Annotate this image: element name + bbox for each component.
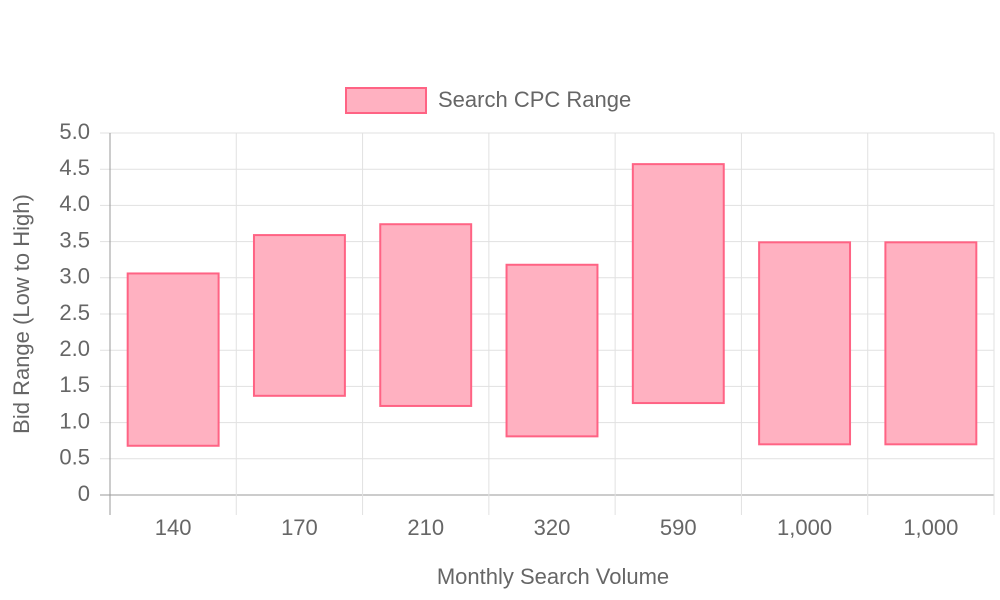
y-axis-title: Bid Range (Low to High) [9, 194, 34, 434]
y-tick-label: 1.0 [59, 408, 90, 433]
x-tick-label: 320 [534, 515, 571, 540]
bar [252, 234, 346, 397]
legend-label: Search CPC Range [438, 87, 631, 112]
x-tick-label: 1,000 [777, 515, 832, 540]
bar [126, 272, 220, 447]
y-tick-label: 1.5 [59, 372, 90, 397]
bar [379, 223, 473, 407]
bar [884, 241, 978, 446]
y-tick-label: 3.5 [59, 227, 90, 252]
bar [758, 241, 852, 446]
x-axis-title: Monthly Search Volume [437, 564, 669, 589]
legend-swatch [345, 87, 427, 114]
bar [631, 163, 725, 405]
y-tick-label: 4.5 [59, 155, 90, 180]
y-tick-label: 2.0 [59, 336, 90, 361]
bar [505, 263, 599, 438]
x-tick-label: 140 [155, 515, 192, 540]
x-tick-label: 210 [407, 515, 444, 540]
y-tick-label: 0 [78, 481, 90, 506]
y-tick-label: 2.5 [59, 300, 90, 325]
y-tick-label: 3.0 [59, 264, 90, 289]
x-tick-label: 1,000 [903, 515, 958, 540]
x-tick-label: 170 [281, 515, 318, 540]
y-tick-label: 4.0 [59, 191, 90, 216]
y-tick-label: 5.0 [59, 119, 90, 144]
y-tick-label: 0.5 [59, 445, 90, 470]
x-tick-label: 590 [660, 515, 697, 540]
